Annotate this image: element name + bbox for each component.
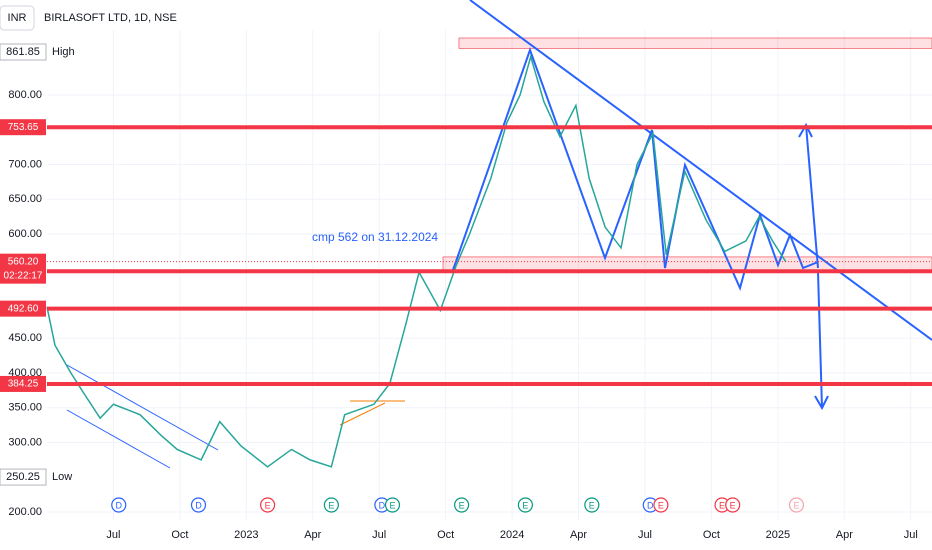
- event-marker[interactable]: [453, 497, 470, 513]
- x-tick-label: Jul: [638, 529, 652, 541]
- x-tick-label: Jul: [904, 529, 918, 541]
- event-label: E: [793, 500, 799, 510]
- arrow-down: [817, 271, 823, 409]
- x-tick-label: Jul: [372, 529, 386, 541]
- x-tick-label: Apr: [570, 529, 587, 541]
- event-label: D: [647, 500, 654, 510]
- x-tick-label: Apr: [836, 529, 853, 541]
- y-tick-label: 350.00: [8, 402, 42, 414]
- drawings: [66, 0, 932, 469]
- last-badge: [0, 253, 46, 284]
- high-text: High: [52, 46, 75, 58]
- countdown: 02:22:17: [4, 270, 43, 281]
- event-label: D: [195, 500, 202, 510]
- event-label: E: [459, 500, 465, 510]
- event-label: E: [589, 500, 595, 510]
- arrow-up: [805, 124, 819, 269]
- event-marker[interactable]: [111, 497, 127, 513]
- low-text: Low: [52, 471, 72, 483]
- event-label: E: [730, 500, 736, 510]
- y-tick-label: 450.00: [8, 332, 42, 344]
- y-tick-label: 650.00: [8, 193, 42, 205]
- event-label: E: [719, 500, 725, 510]
- event-label: D: [116, 500, 123, 510]
- channel-line: [66, 364, 219, 451]
- y-tick-label: 200.00: [8, 506, 42, 518]
- high-badge: [0, 43, 47, 61]
- x-tick-label: Oct: [703, 529, 720, 541]
- event-marker[interactable]: [725, 497, 741, 513]
- currency-box[interactable]: [0, 5, 35, 31]
- event-label: D: [379, 500, 386, 510]
- low-label: 250.25: [6, 471, 40, 483]
- low-badge: [0, 468, 47, 486]
- event-marker[interactable]: [323, 497, 339, 513]
- level-label: 384.25: [8, 379, 39, 390]
- pattern-line: [339, 402, 386, 426]
- level-badge: [0, 119, 46, 136]
- level-badge: [0, 300, 46, 317]
- zone: [442, 256, 932, 271]
- last-label: 560.20: [8, 256, 39, 267]
- x-tick-label: 2024: [500, 529, 524, 541]
- trendline: [469, 0, 932, 341]
- event-label: E: [328, 500, 334, 510]
- x-tick-label: Apr: [304, 529, 321, 541]
- arrow-head: [814, 395, 829, 411]
- x-tick-label: Oct: [171, 529, 188, 541]
- event-label: E: [389, 500, 395, 510]
- y-tick-label: 600.00: [8, 228, 42, 240]
- event-marker[interactable]: [517, 497, 533, 513]
- y-tick-label: 300.00: [8, 436, 42, 448]
- arrow-head: [798, 122, 813, 138]
- zigzag: [452, 47, 819, 291]
- event-marker[interactable]: [788, 497, 805, 513]
- y-tick-label: 700.00: [8, 158, 42, 170]
- event-label: E: [658, 500, 664, 510]
- event-marker[interactable]: [259, 497, 276, 513]
- x-tick-label: Oct: [437, 529, 454, 541]
- annotation: cmp 562 on 31.12.2024: [312, 230, 438, 244]
- x-tick-label: Jul: [106, 529, 120, 541]
- channel-line: [66, 409, 171, 469]
- zone: [458, 37, 932, 49]
- chart-title: BIRLASOFT LTD, 1D, NSE: [44, 12, 177, 24]
- event-label: E: [522, 500, 528, 510]
- event-label: E: [265, 500, 271, 510]
- event-marker[interactable]: [190, 497, 207, 513]
- event-marker[interactable]: [584, 497, 600, 513]
- price-line: [46, 54, 787, 468]
- event-marker[interactable]: [653, 497, 669, 513]
- x-tick-label: 2023: [234, 529, 258, 541]
- y-tick-label: 800.00: [8, 89, 42, 101]
- currency: INR: [8, 12, 27, 24]
- level-label: 492.60: [8, 303, 39, 314]
- event-marker[interactable]: [384, 497, 401, 513]
- level-badge: [0, 375, 46, 392]
- level-label: 753.65: [8, 122, 39, 133]
- y-tick-label: 400.00: [8, 367, 42, 379]
- high-label: 861.85: [6, 46, 40, 58]
- x-tick-label: 2025: [766, 529, 790, 541]
